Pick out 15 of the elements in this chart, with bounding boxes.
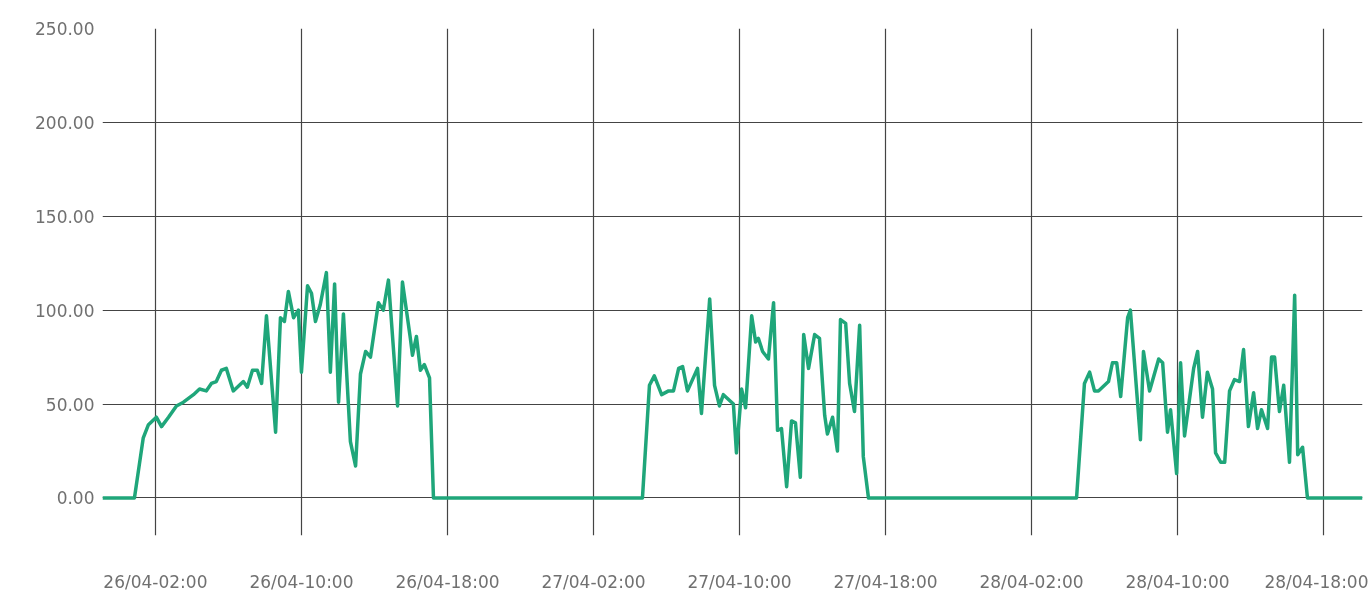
x-tick-label: 27/04-10:00 [687, 571, 792, 592]
x-tick-label: 27/04-18:00 [833, 571, 938, 592]
x-tick-label: 26/04-10:00 [249, 571, 354, 592]
x-tick-label: 28/04-10:00 [1125, 571, 1230, 592]
y-tick-label: 200.00 [35, 112, 95, 133]
y-tick-label: 250.00 [35, 19, 95, 39]
y-tick-label: 50.00 [45, 394, 95, 415]
y-tick-label: 150.00 [35, 206, 95, 227]
x-tick-label: 28/04-18:00 [1264, 571, 1368, 592]
y-tick-label: 100.00 [35, 300, 95, 321]
x-tick-label: 26/04-02:00 [103, 571, 208, 592]
x-tick-label: 27/04-02:00 [541, 571, 646, 592]
x-tick-label: 26/04-18:00 [395, 571, 500, 592]
x-tick-label: 28/04-02:00 [979, 571, 1084, 592]
y-tick-label: 0.00 [56, 488, 95, 509]
